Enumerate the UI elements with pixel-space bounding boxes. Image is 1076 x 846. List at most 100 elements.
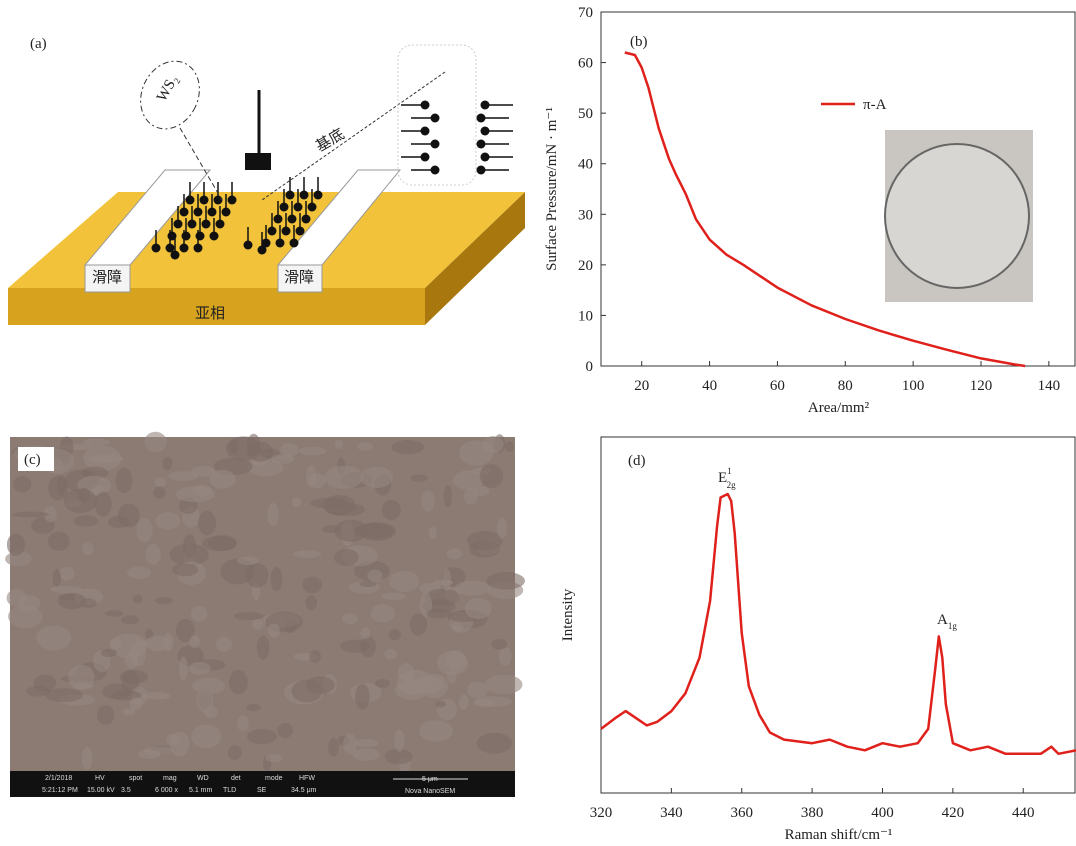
annotation: A1g: [937, 612, 957, 631]
y-tick-label: 10: [578, 308, 593, 324]
texture-spot: [472, 486, 489, 496]
x-tick-label: 380: [801, 805, 824, 821]
head: [421, 101, 430, 110]
sem-field-value: 3.5: [121, 787, 131, 794]
y-tick-label: 70: [578, 5, 593, 21]
annotation-sub: 2g: [727, 480, 737, 490]
x-tick-label: 20: [634, 378, 649, 394]
texture-spot: [410, 613, 427, 635]
head: [276, 239, 285, 248]
texture-spot: [57, 593, 86, 609]
head: [214, 196, 223, 205]
head: [228, 196, 237, 205]
texture-spot: [491, 639, 507, 650]
data-line: [601, 494, 1076, 754]
sem-field-name: HFW: [299, 775, 315, 782]
texture-spot: [172, 564, 198, 577]
head: [216, 220, 225, 229]
texture-spot: [447, 549, 463, 560]
texture-spot: [293, 550, 321, 558]
panel-label: (c): [24, 452, 41, 468]
texture-spot: [53, 569, 61, 587]
x-tick-label: 60: [770, 378, 785, 394]
texture-spot: [229, 670, 248, 695]
head: [274, 215, 283, 224]
texture-spot: [437, 651, 468, 675]
head: [180, 208, 189, 217]
texture-spot: [110, 637, 122, 649]
texture-spot: [355, 684, 370, 710]
head: [258, 246, 267, 255]
head: [222, 208, 231, 217]
sem-field-name: spot: [129, 775, 142, 782]
texture-spot: [209, 470, 236, 489]
texture-spot: [326, 503, 365, 516]
texture-spot: [404, 672, 413, 691]
texture-spot: [12, 512, 49, 518]
texture-spot: [97, 705, 114, 725]
head: [180, 244, 189, 253]
head: [152, 244, 161, 253]
texture-spot: [82, 543, 94, 556]
sem-field-name: mag: [163, 775, 177, 782]
texture-spot: [168, 471, 198, 481]
texture-spot: [397, 670, 434, 695]
y-tick-label: 0: [586, 359, 594, 375]
material-label: WS₂: [154, 72, 182, 104]
sem-field-name: mode: [265, 775, 283, 782]
sem-field-value: SE: [257, 787, 267, 794]
texture-spot: [7, 533, 25, 556]
texture-spot: [176, 486, 216, 502]
texture-spot: [75, 683, 94, 689]
texture-spot: [48, 532, 70, 551]
y-tick-label: 20: [578, 258, 593, 274]
head: [171, 251, 180, 260]
texture-spot: [191, 725, 221, 748]
head: [421, 153, 430, 162]
x-tick-label: 360: [730, 805, 753, 821]
texture-spot: [352, 748, 379, 761]
texture-spot: [271, 455, 294, 464]
texture-spot: [277, 723, 293, 738]
barrier-label: 滑障: [92, 268, 122, 286]
texture-spot: [189, 662, 211, 675]
texture-spot: [105, 610, 123, 616]
texture-spot: [95, 492, 112, 517]
texture-spot: [343, 733, 357, 754]
texture-spot: [59, 567, 74, 581]
head: [194, 244, 203, 253]
head: [290, 239, 299, 248]
head: [282, 227, 291, 236]
x-tick-label: 140: [1038, 378, 1061, 394]
x-tick-label: 80: [838, 378, 853, 394]
texture-spot: [467, 682, 488, 699]
texture-spot: [335, 440, 344, 450]
texture-spot: [121, 615, 140, 624]
texture-spot: [469, 540, 499, 557]
texture-spot: [82, 747, 93, 770]
head: [296, 227, 305, 236]
annotation-main: A: [937, 612, 948, 628]
texture-spot: [196, 688, 213, 712]
texture-spot: [482, 436, 503, 453]
plot-frame: [601, 437, 1075, 793]
texture-spot: [342, 613, 358, 624]
texture-spot: [389, 629, 401, 640]
texture-spot: [13, 476, 31, 492]
x-tick-label: 340: [660, 805, 683, 821]
texture-spot: [120, 670, 148, 684]
legend-label: π-A: [863, 97, 887, 113]
sem-field-value: TLD: [223, 787, 236, 794]
barrier-label: 滑障: [284, 268, 314, 286]
texture-spot: [7, 589, 27, 607]
texture-spot: [116, 468, 133, 494]
texture-spot: [455, 581, 491, 596]
sem-field-value: 5.1 mm: [189, 787, 213, 794]
texture-spot: [360, 467, 393, 489]
texture-spot: [459, 695, 469, 710]
head: [182, 232, 191, 241]
texture-spot: [426, 608, 450, 618]
texture-spot: [299, 447, 326, 456]
texture-spot: [334, 520, 368, 542]
sem-date: 2/1/2018: [45, 775, 72, 782]
